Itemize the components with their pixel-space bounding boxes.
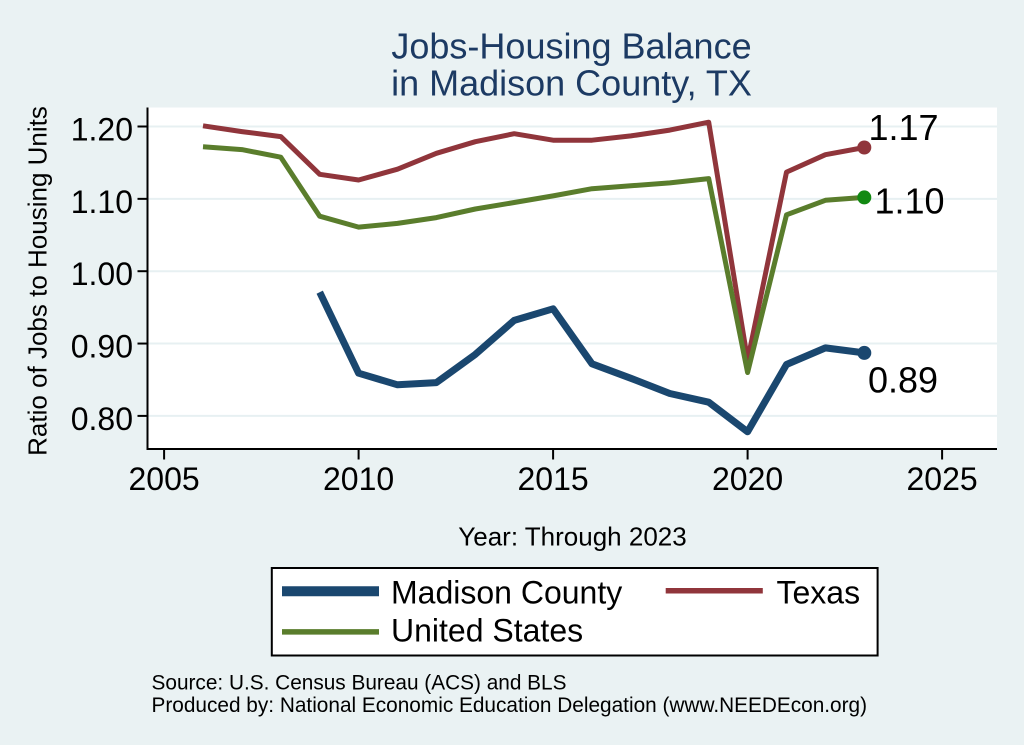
svg-text:Jobs-Housing Balance: Jobs-Housing Balance	[391, 26, 751, 67]
svg-text:Madison County: Madison County	[391, 575, 622, 611]
svg-text:2015: 2015	[518, 461, 589, 497]
svg-text:1.10: 1.10	[71, 184, 133, 220]
svg-text:0.90: 0.90	[71, 329, 133, 365]
svg-text:Texas: Texas	[777, 575, 861, 611]
svg-text:in Madison County, TX: in Madison County, TX	[391, 63, 752, 104]
svg-text:Year: Through 2023: Year: Through 2023	[458, 522, 686, 552]
svg-text:Produced by: National Economic: Produced by: National Economic Education…	[152, 694, 868, 717]
svg-text:2005: 2005	[129, 461, 200, 497]
svg-text:0.80: 0.80	[71, 401, 133, 437]
svg-text:1.00: 1.00	[71, 256, 133, 292]
svg-text:Ratio of Jobs to Housing Units: Ratio of Jobs to Housing Units	[23, 106, 53, 456]
svg-text:2025: 2025	[907, 461, 978, 497]
svg-text:United States: United States	[391, 613, 583, 649]
svg-text:Source: U.S. Census Bureau (AC: Source: U.S. Census Bureau (ACS) and BLS	[152, 671, 567, 694]
svg-text:2020: 2020	[712, 461, 783, 497]
svg-text:1.17: 1.17	[869, 107, 939, 148]
svg-text:0.89: 0.89	[868, 360, 938, 401]
svg-text:1.10: 1.10	[875, 180, 945, 221]
svg-text:2010: 2010	[323, 461, 394, 497]
svg-text:1.20: 1.20	[71, 112, 133, 148]
